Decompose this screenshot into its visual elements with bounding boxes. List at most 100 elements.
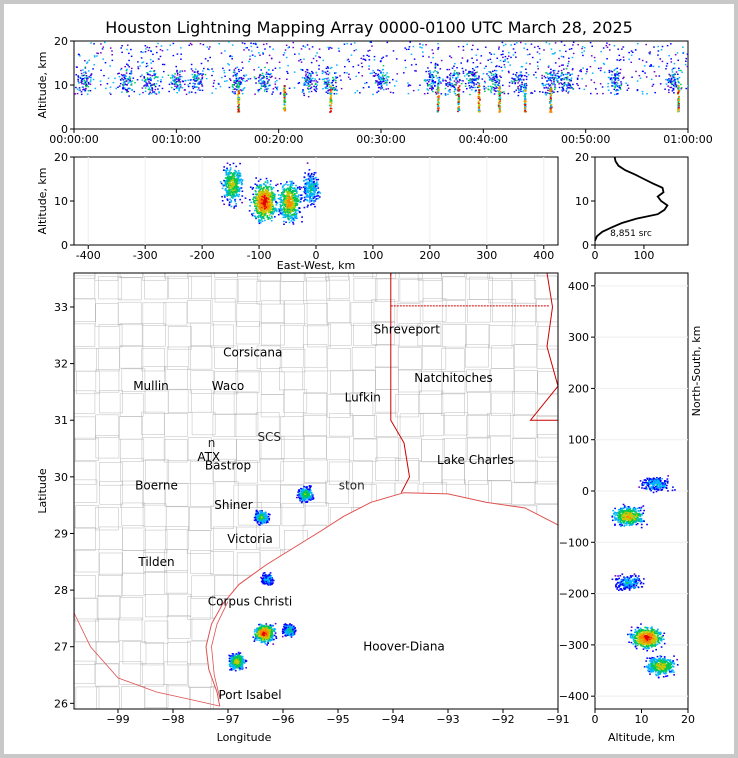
ew-source <box>241 182 243 185</box>
time-source <box>430 82 433 85</box>
east-west-panel: -400 -300 -200 -100 0 100 200 300 40001020East-W… <box>36 151 559 272</box>
ew-source <box>286 211 289 213</box>
time-source <box>449 91 451 93</box>
time-source <box>82 74 85 77</box>
time-source <box>498 100 501 102</box>
ew-source <box>270 191 273 193</box>
time-source <box>622 77 624 80</box>
time-source <box>89 90 92 92</box>
time-source <box>335 81 337 84</box>
time-source <box>504 43 507 46</box>
ew-source <box>269 209 272 211</box>
time-source <box>122 79 125 81</box>
time-source <box>610 77 612 80</box>
time-source <box>265 73 267 76</box>
time-source <box>613 93 616 96</box>
time-source <box>287 47 290 49</box>
ew-source <box>285 199 288 202</box>
time-source <box>533 46 536 48</box>
time-source <box>340 87 343 90</box>
time-source <box>458 96 461 99</box>
time-source <box>610 70 613 72</box>
time-source <box>455 84 457 86</box>
time-source <box>675 84 678 86</box>
time-source <box>560 74 563 76</box>
time-source <box>266 62 268 64</box>
time-source <box>137 67 140 70</box>
county-cell <box>143 549 168 573</box>
time-source <box>382 75 384 78</box>
time-source <box>639 77 642 79</box>
time-source <box>498 109 501 112</box>
time-source <box>303 77 306 79</box>
time-source <box>458 89 461 91</box>
time-source <box>241 79 244 82</box>
time-source <box>259 87 262 90</box>
time-source <box>661 45 664 48</box>
time-source <box>237 80 239 82</box>
time-source <box>561 86 563 89</box>
time-source <box>74 93 77 95</box>
ew-source <box>295 215 298 218</box>
ew-source <box>222 184 225 187</box>
county-cell <box>328 461 353 485</box>
ew-source <box>263 201 265 204</box>
ew-source <box>288 192 291 195</box>
county-cell <box>326 275 350 300</box>
time-source <box>453 91 456 93</box>
time-source <box>161 50 164 52</box>
time-source <box>614 79 617 81</box>
county-cell <box>442 276 467 300</box>
time-source <box>550 103 553 106</box>
time-source <box>547 79 550 82</box>
time-source <box>606 58 608 60</box>
time-source <box>204 73 207 76</box>
time-source <box>541 91 544 93</box>
time-source <box>283 86 286 88</box>
time-source <box>453 80 456 82</box>
time-source <box>84 71 87 73</box>
time-source <box>325 83 327 85</box>
time-source <box>583 46 586 49</box>
ew-source <box>238 193 241 196</box>
ew-source <box>291 184 294 186</box>
ew-source <box>262 194 265 197</box>
ew-source <box>265 197 268 199</box>
ew-source <box>288 221 291 224</box>
time-source <box>339 75 341 77</box>
ew-source <box>221 195 223 198</box>
time-source <box>84 60 86 62</box>
time-source <box>496 83 499 86</box>
ew-source <box>270 219 273 222</box>
time-source <box>240 83 243 85</box>
time-source <box>318 64 320 67</box>
time-source <box>472 79 475 81</box>
time-source <box>618 72 620 75</box>
time-source <box>88 76 91 78</box>
time-source <box>272 69 274 71</box>
time-source <box>490 53 493 55</box>
ew-source <box>282 188 285 191</box>
time-source <box>452 84 455 86</box>
time-source <box>545 83 548 86</box>
ew-source <box>309 194 312 197</box>
county-cell <box>419 412 444 437</box>
time-source <box>119 82 122 85</box>
ew-source <box>228 171 231 174</box>
time-source <box>152 91 154 93</box>
time-source <box>301 91 304 93</box>
time-source <box>428 76 431 78</box>
ew-source <box>311 203 313 205</box>
ew-source <box>314 185 317 188</box>
ew-source <box>290 202 293 204</box>
county-cell <box>188 275 213 300</box>
time-source <box>478 89 481 91</box>
time-source <box>502 84 504 87</box>
time-source <box>670 82 673 85</box>
time-source <box>618 86 620 89</box>
time-source <box>613 81 615 83</box>
time-source <box>346 72 348 74</box>
time-source <box>383 74 386 77</box>
time-source <box>677 103 680 106</box>
